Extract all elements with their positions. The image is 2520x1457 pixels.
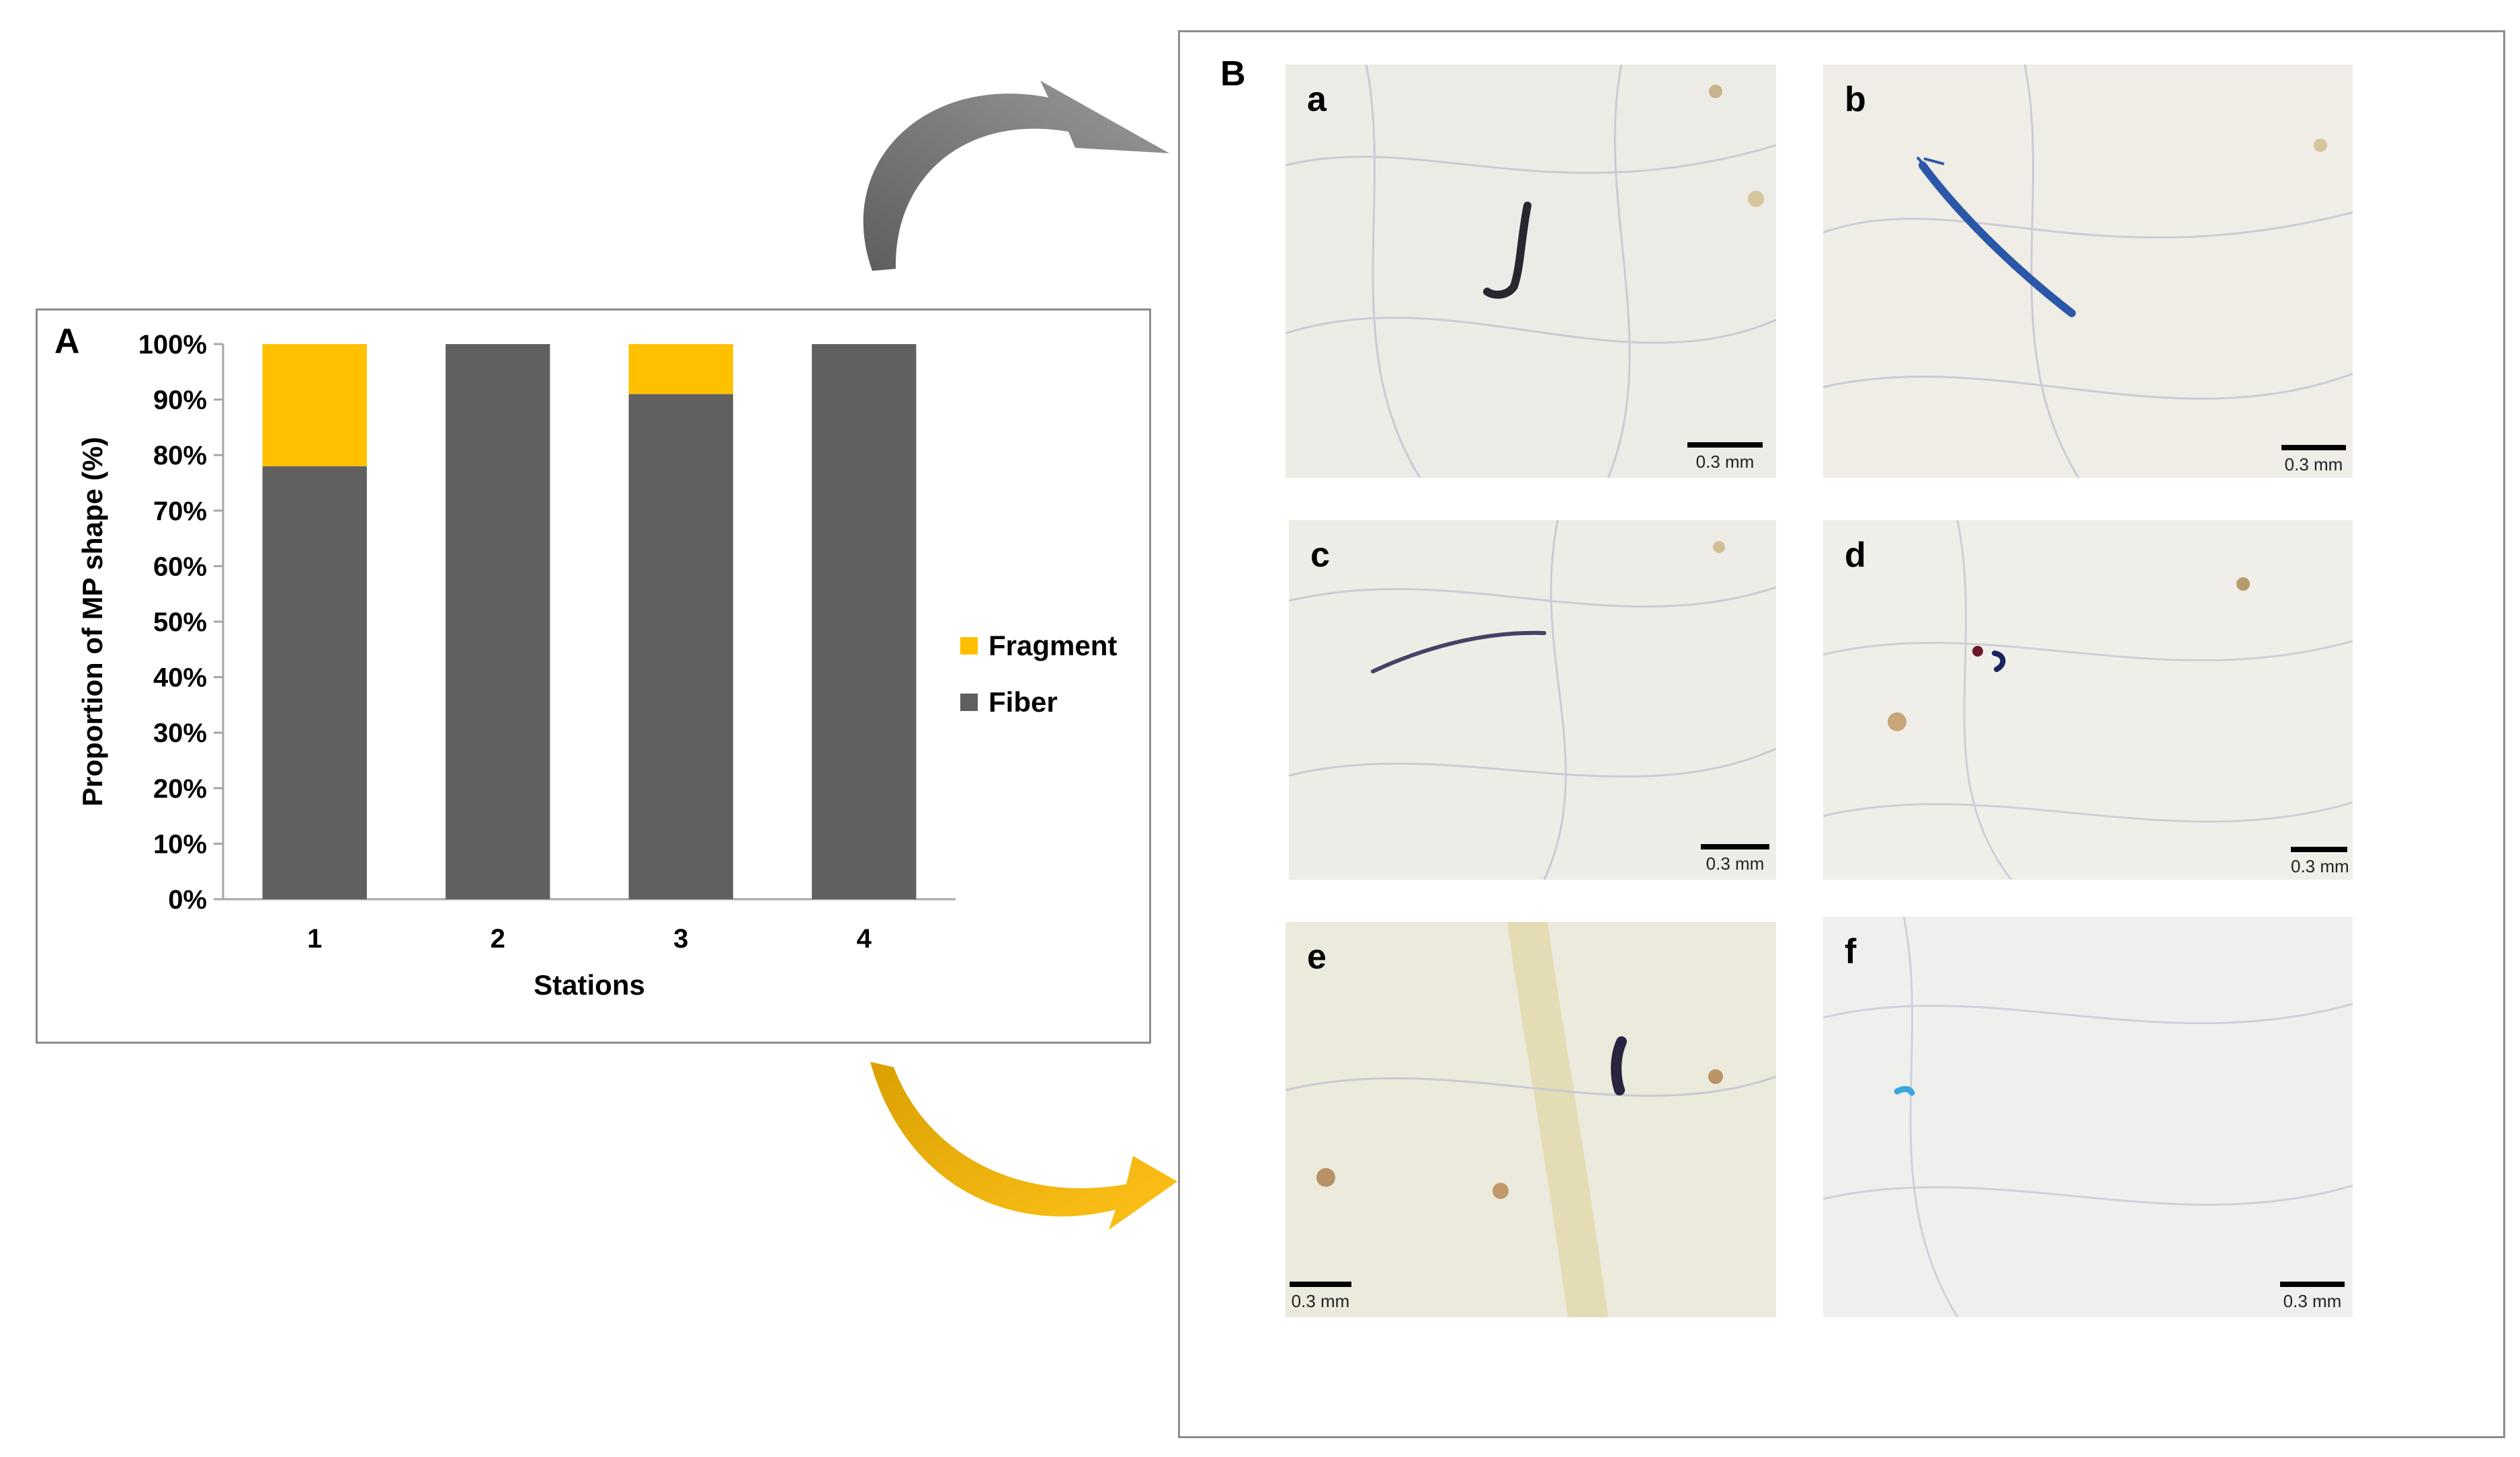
scale-bar-d-text: 0.3 mm [2291, 856, 2349, 876]
y-tick-label: 70% [153, 497, 207, 526]
bar-fiber-station-2 [446, 344, 550, 899]
y-tick-label: 20% [153, 774, 207, 804]
micrograph-d-label: d [1845, 536, 1866, 575]
y-tick-label: 40% [153, 663, 207, 693]
panel-label-b: B [1220, 54, 1246, 93]
micrograph-e: e 0.3 mm [1286, 922, 1776, 1317]
legend-fiber: Fiber [960, 686, 1058, 718]
scale-bar-a-text: 0.3 mm [1695, 452, 1755, 472]
legend-fragment-swatch [960, 637, 978, 655]
gray-curved-arrow [863, 81, 1169, 271]
y-tick-label: 30% [153, 718, 207, 748]
scale-bar-f-text: 0.3 mm [2283, 1291, 2342, 1311]
legend-fiber-swatch [960, 694, 978, 711]
x-tick-label: 1 [307, 924, 322, 954]
bar-fiber-station-3 [628, 394, 733, 899]
micrograph-c-label: c [1310, 536, 1330, 575]
bar-fiber-station-4 [812, 344, 917, 899]
y-tick-label: 50% [153, 608, 207, 637]
scale-bar-c: 0.3 mm [1701, 844, 1769, 874]
stacked-bar-chart: 0% 10% 20% 30% 40% 50% 60% 70% 80% 90% 100% 1 2 3 4 Sta… [77, 330, 956, 1001]
panel-label-a: A [54, 322, 80, 361]
y-tick-label: 100% [138, 330, 207, 360]
gold-curved-arrow [870, 1062, 1177, 1230]
scale-bar-c-text: 0.3 mm [1706, 854, 1765, 874]
y-tick-label: 80% [153, 441, 207, 470]
y-tick-label: 10% [153, 829, 207, 859]
chart-panel: A 0% 10% 20% 30% 40% 50% 60% 70% 80% 90% 100% 1 2 3 4 S… [36, 308, 1151, 1044]
x-axis-title: Stations [534, 969, 645, 1001]
x-tick-label: 2 [491, 924, 505, 954]
legend-fragment: Fragment [960, 630, 1117, 662]
x-tick-label: 4 [857, 924, 872, 954]
micrograph-f: f 0.3 mm [1823, 917, 2353, 1317]
scale-bar-a: 0.3 mm [1687, 442, 1763, 472]
scale-bar-f: 0.3 mm [2280, 1282, 2345, 1312]
micrograph-d: d 0.3 mm [1823, 520, 2353, 880]
scale-bar-e: 0.3 mm [1290, 1282, 1351, 1312]
bar-fragment-station-1 [262, 344, 367, 466]
legend-fragment-label: Fragment [989, 630, 1118, 661]
y-tick-label: 90% [153, 386, 207, 415]
y-tick-label: 0% [168, 885, 207, 915]
scale-bar-b-text: 0.3 mm [2284, 454, 2343, 474]
bar-fiber-station-1 [262, 466, 367, 899]
y-axis-title: Proportion of MP shape (%) [77, 437, 108, 806]
micrograph-b-label: b [1845, 80, 1866, 119]
micrograph-e-label: e [1307, 938, 1327, 976]
scale-bar-d: 0.3 mm [2291, 847, 2349, 877]
micrograph-panel: B a 0.3 mm b 0.3 mm [1178, 30, 2505, 1438]
scale-bar-b: 0.3 mm [2281, 445, 2346, 475]
micrograph-a-label: a [1307, 80, 1327, 119]
bar-fragment-station-3 [628, 344, 733, 394]
micrograph-b: b 0.3 mm [1823, 65, 2353, 478]
x-tick-label: 3 [673, 924, 688, 954]
y-tick-label: 60% [153, 552, 207, 581]
micrograph-c: c 0.3 mm [1289, 520, 1776, 880]
micrograph-a: a 0.3 mm [1286, 65, 1776, 478]
scale-bar-e-text: 0.3 mm [1291, 1291, 1350, 1311]
legend-fiber-label: Fiber [989, 686, 1058, 718]
micrograph-f-label: f [1845, 932, 1857, 971]
